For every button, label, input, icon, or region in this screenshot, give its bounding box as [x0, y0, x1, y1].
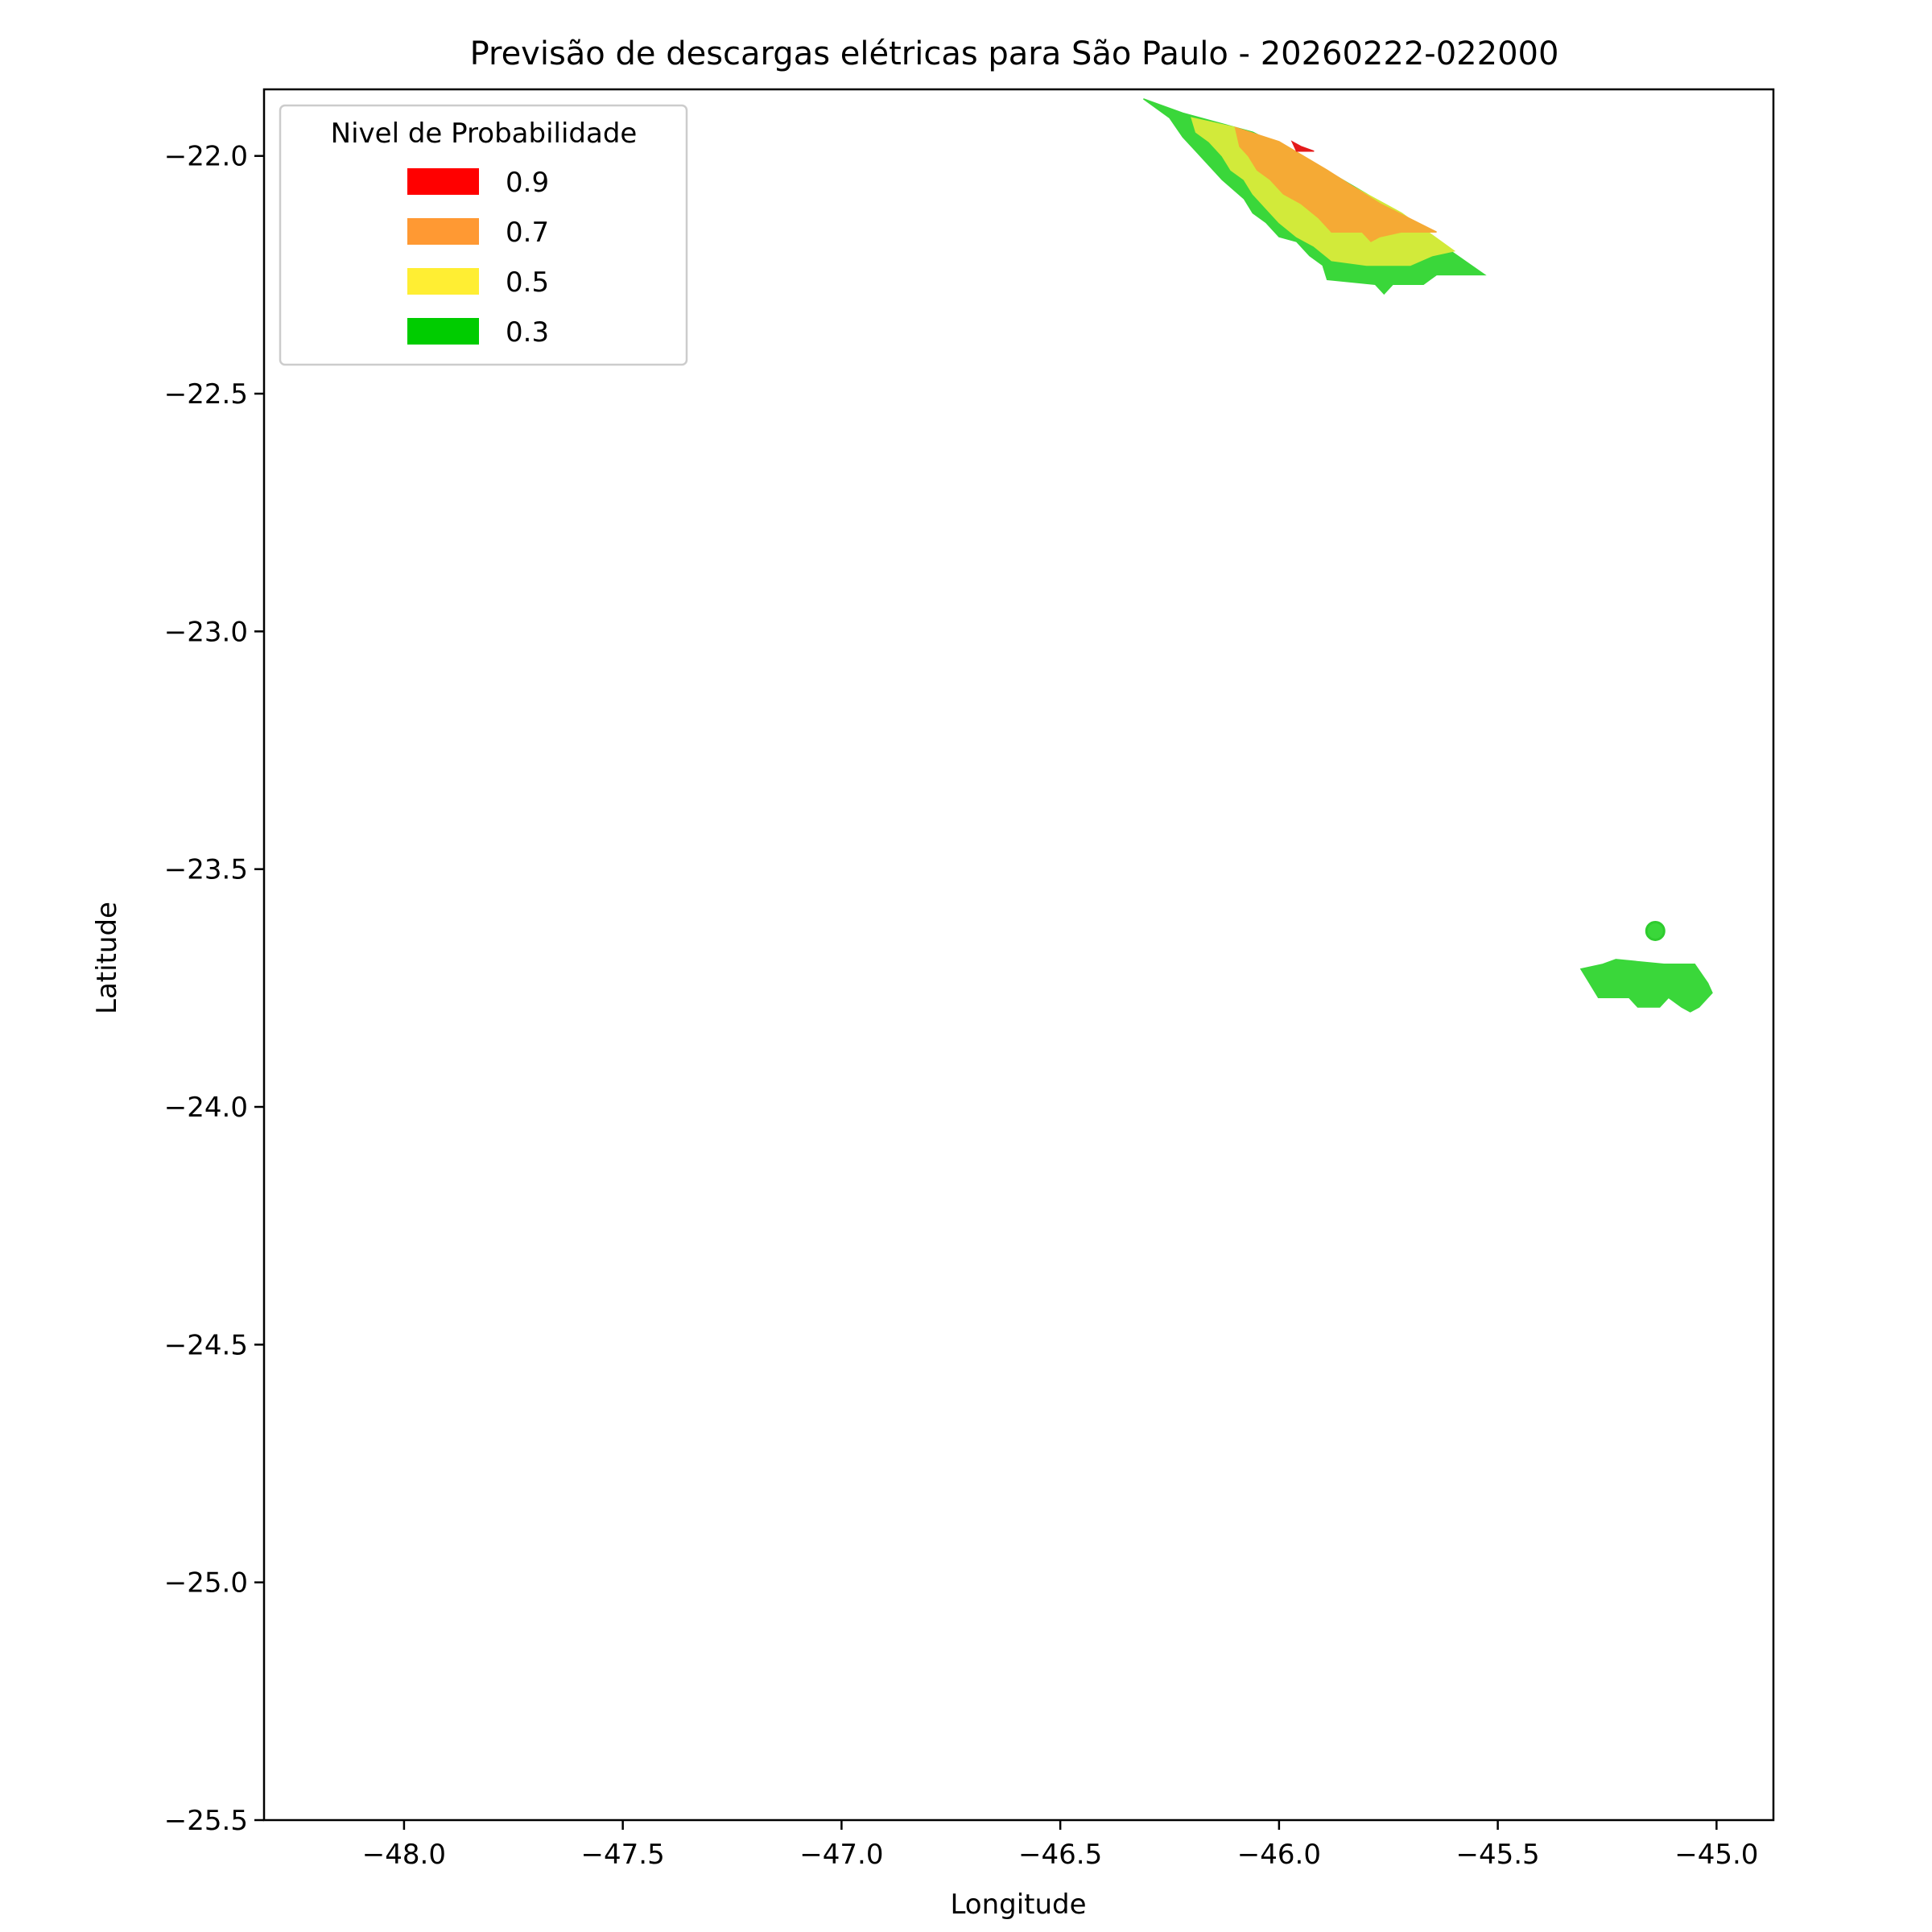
contour-region-0-7-2	[1234, 126, 1437, 242]
y-axis: −22.0 −22.5 −23.0 −23.5 −24.0 −24.5 −25.0 −25.5	[164, 141, 264, 1837]
x-tick-label-0: −48.0	[362, 1839, 446, 1871]
strike-point-0	[1645, 920, 1666, 941]
x-axis: −48.0 −47.5 −47.0 −46.5 −46.0 −45.5 −45.0	[362, 1820, 1758, 1871]
legend-label-0: 0.9	[506, 167, 549, 199]
legend-swatch-0	[407, 168, 479, 195]
x-tick-label-6: −45.0	[1674, 1839, 1758, 1871]
x-tick-label-2: −47.0	[799, 1839, 883, 1871]
y-tick-label-5: −24.5	[164, 1329, 248, 1361]
x-tick-label-1: −47.5	[581, 1839, 665, 1871]
plot-data	[1142, 98, 1713, 1013]
legend-box	[279, 104, 688, 366]
legend-label-3: 0.3	[506, 316, 549, 349]
legend-title: Nivel de Probabilidade	[331, 118, 638, 150]
y-tick-label-2: −23.0	[164, 616, 248, 648]
legend-swatch-3	[407, 318, 479, 345]
x-tick-label-5: −45.5	[1456, 1839, 1540, 1871]
legend-entries: 0.9 0.7 0.5 0.3	[407, 167, 549, 349]
y-tick-label-7: −25.5	[164, 1805, 248, 1837]
contour-region-0-3-4	[1579, 959, 1713, 1013]
plot-frame	[262, 88, 1775, 1822]
y-tick-label-3: −23.5	[164, 854, 248, 886]
y-axis-label: Latitude	[91, 902, 123, 1014]
legend-swatch-2	[407, 268, 479, 295]
legend-label-2: 0.5	[506, 266, 549, 299]
y-tick-label-6: −25.0	[164, 1567, 248, 1600]
y-tick-label-4: −24.0	[164, 1092, 248, 1124]
chart-title: Previsão de descargas elétricas para São…	[470, 35, 1559, 72]
x-axis-label: Longitude	[950, 1889, 1086, 1921]
legend-label-1: 0.7	[506, 217, 549, 249]
y-tick-label-0: −22.0	[164, 141, 248, 173]
legend-swatch-1	[407, 218, 479, 245]
x-tick-label-4: −46.0	[1237, 1839, 1321, 1871]
y-tick-label-1: −22.5	[164, 378, 248, 411]
legend: Nivel de Probabilidade 0.9 0.7 0.5 0.3	[279, 104, 688, 366]
contour-region-0-9-3	[1290, 140, 1315, 152]
x-tick-label-3: −46.5	[1018, 1839, 1102, 1871]
